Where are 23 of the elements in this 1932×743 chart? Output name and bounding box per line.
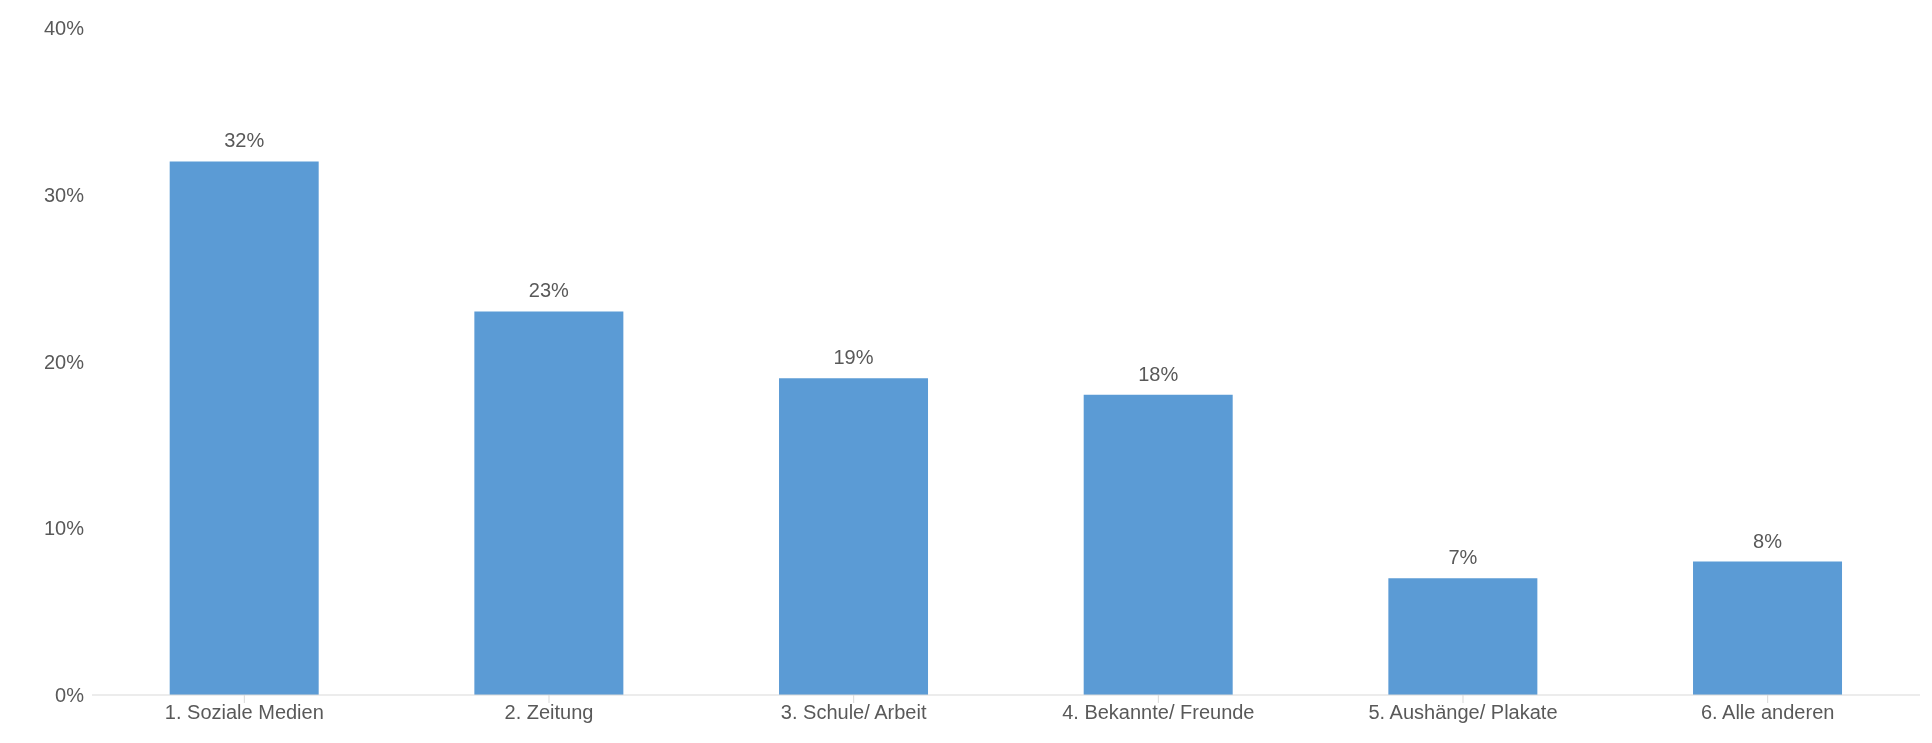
data-label: 23% bbox=[528, 279, 570, 302]
x-tick-label: 4. Bekannte/ Freunde bbox=[1062, 701, 1255, 724]
data-label: 32% bbox=[224, 129, 265, 152]
bar bbox=[169, 161, 319, 695]
data-label: 19% bbox=[833, 346, 874, 369]
y-tick-label: 10% bbox=[43, 517, 85, 540]
data-label: 18% bbox=[1138, 362, 1179, 385]
data-label: 8% bbox=[1753, 529, 1783, 552]
y-tick-label: 30% bbox=[43, 183, 85, 206]
bar bbox=[779, 378, 929, 695]
bar bbox=[474, 311, 624, 695]
bar bbox=[1693, 561, 1843, 695]
x-tick-label: 3. Schule/ Arbeit bbox=[780, 701, 927, 724]
y-tick-label: 20% bbox=[43, 350, 85, 373]
x-tick-label: 2. Zeitung bbox=[504, 701, 594, 724]
bar bbox=[1388, 578, 1538, 695]
x-tick-label: 5. Aushänge/ Plakate bbox=[1368, 701, 1558, 724]
x-tick-label: 6. Alle anderen bbox=[1700, 701, 1835, 724]
y-tick-label: 40% bbox=[43, 17, 85, 40]
bar bbox=[1083, 394, 1233, 695]
y-tick-label: 0% bbox=[55, 684, 85, 707]
x-tick-label: 1. Soziale Medien bbox=[164, 701, 324, 724]
data-label: 7% bbox=[1448, 546, 1478, 569]
